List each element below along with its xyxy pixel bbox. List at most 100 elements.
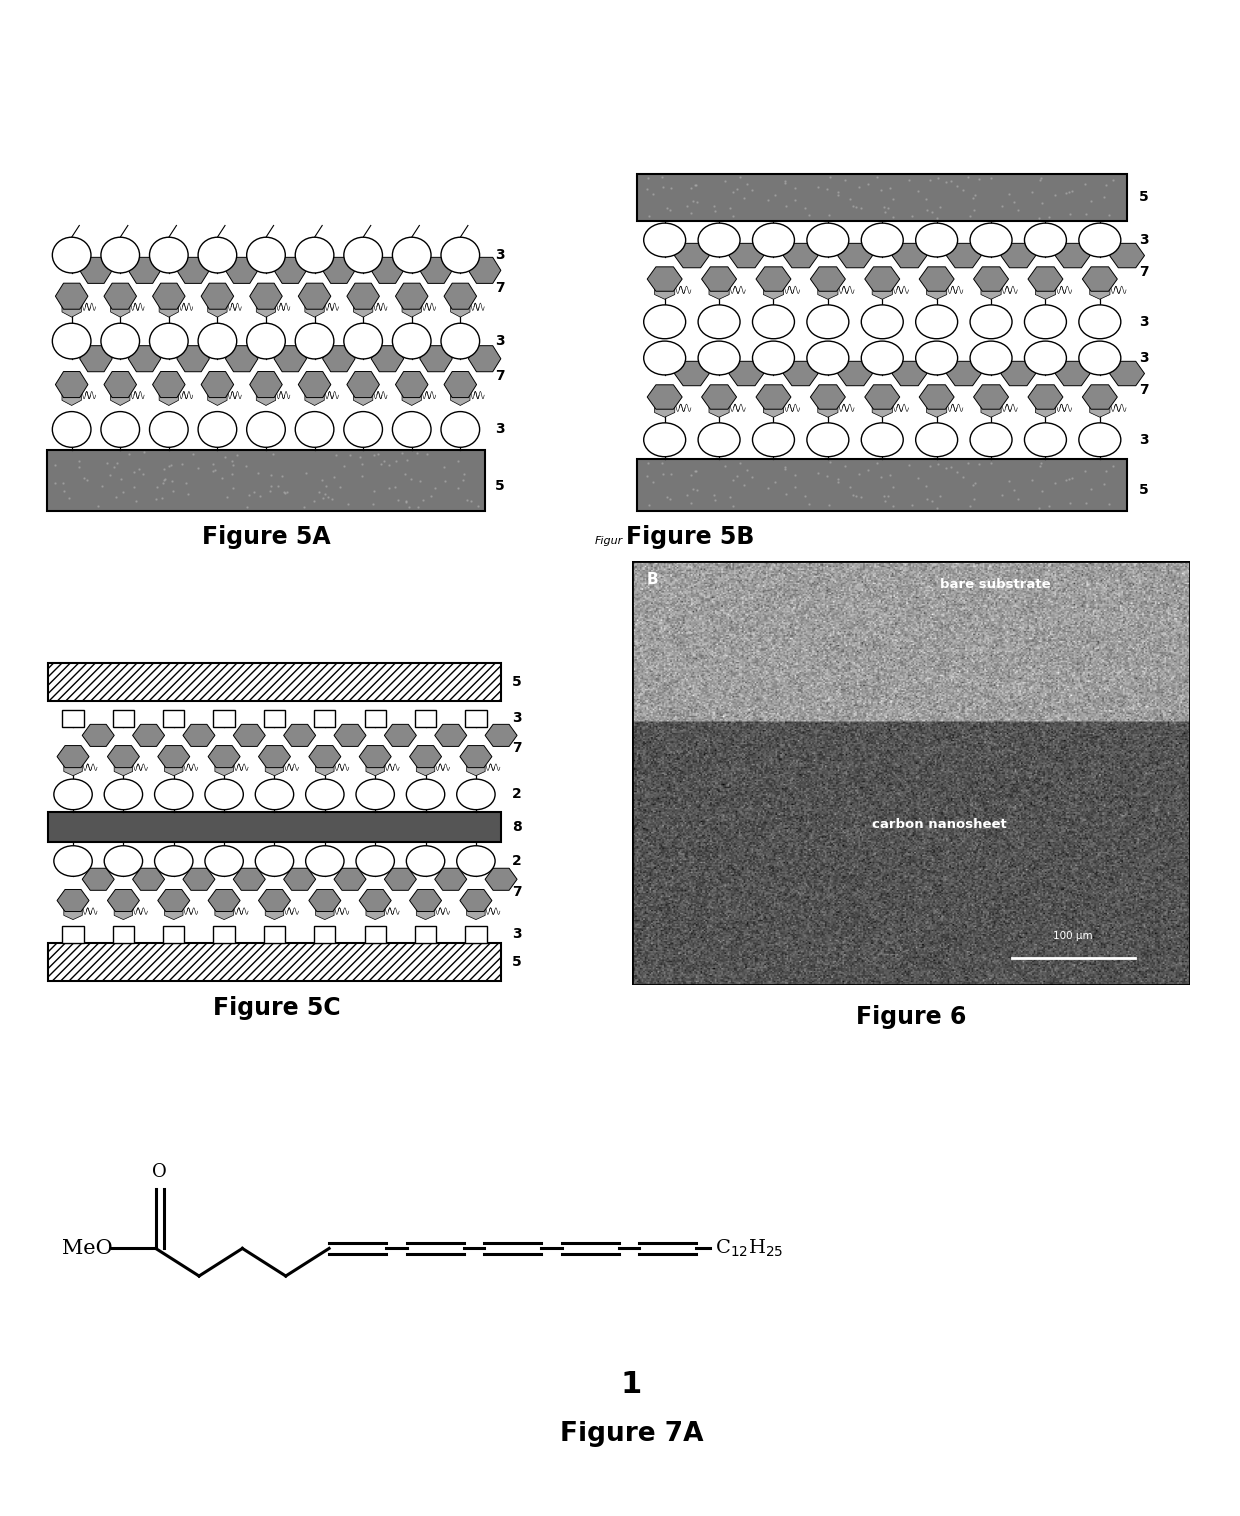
Point: [965, 183, 985, 208]
Polygon shape: [249, 371, 283, 397]
Circle shape: [753, 423, 795, 456]
Point: [684, 459, 704, 484]
Polygon shape: [63, 758, 82, 776]
Circle shape: [343, 411, 382, 447]
Polygon shape: [265, 758, 284, 776]
Point: [1102, 168, 1122, 193]
Text: 3: 3: [495, 423, 505, 437]
Point: [177, 482, 197, 506]
Point: [642, 470, 662, 494]
Circle shape: [1024, 305, 1066, 338]
Point: [883, 475, 903, 499]
Point: [639, 452, 658, 476]
Point: [657, 196, 677, 220]
Point: [363, 491, 383, 515]
Point: [396, 490, 415, 514]
Point: [325, 464, 345, 488]
Point: [223, 453, 243, 478]
Point: [161, 453, 181, 478]
Polygon shape: [249, 283, 283, 309]
Point: [820, 203, 839, 227]
Point: [843, 482, 863, 506]
Circle shape: [970, 305, 1012, 338]
Circle shape: [392, 236, 432, 273]
Text: O: O: [153, 1163, 167, 1181]
Point: [962, 473, 982, 497]
Point: [1033, 479, 1053, 503]
Circle shape: [456, 846, 495, 876]
Point: [982, 165, 1002, 190]
Point: [640, 493, 660, 517]
Point: [368, 443, 388, 467]
Polygon shape: [764, 280, 784, 299]
Point: [238, 484, 258, 508]
Point: [1075, 458, 1095, 482]
Point: [454, 462, 474, 487]
Point: [836, 168, 856, 193]
Polygon shape: [872, 399, 893, 417]
Polygon shape: [466, 902, 485, 920]
Point: [262, 464, 281, 488]
Polygon shape: [257, 385, 275, 405]
Polygon shape: [226, 346, 258, 371]
Point: [112, 467, 131, 491]
Point: [965, 487, 985, 511]
Point: [119, 443, 139, 467]
Polygon shape: [257, 297, 275, 317]
Point: [107, 450, 126, 475]
Text: 2: 2: [512, 854, 522, 869]
Point: [960, 494, 980, 518]
Point: [335, 453, 355, 478]
Circle shape: [52, 236, 91, 273]
Bar: [465, 709, 486, 726]
Point: [374, 449, 394, 473]
Circle shape: [1024, 223, 1066, 256]
Point: [188, 456, 208, 481]
Point: [1032, 452, 1052, 476]
Bar: [465, 926, 486, 943]
Polygon shape: [729, 244, 764, 268]
Polygon shape: [159, 385, 179, 405]
Text: C$_{12}$H$_{25}$: C$_{12}$H$_{25}$: [714, 1237, 784, 1260]
Polygon shape: [274, 258, 306, 283]
Bar: [365, 709, 386, 726]
Point: [205, 458, 224, 482]
Point: [69, 455, 89, 479]
Point: [453, 468, 472, 493]
Polygon shape: [233, 869, 265, 890]
Circle shape: [198, 323, 237, 359]
Point: [399, 496, 419, 520]
Point: [326, 443, 346, 467]
Point: [215, 444, 234, 468]
Point: [775, 455, 795, 479]
Point: [841, 186, 861, 211]
Point: [371, 452, 391, 476]
Point: [296, 461, 316, 485]
Polygon shape: [817, 399, 838, 417]
Text: 3: 3: [495, 249, 505, 262]
Point: [129, 458, 149, 482]
Point: [263, 441, 283, 465]
Point: [765, 182, 785, 206]
Polygon shape: [208, 385, 227, 405]
Point: [396, 490, 415, 514]
Point: [875, 200, 895, 224]
Text: 7: 7: [1138, 265, 1148, 279]
Point: [847, 196, 867, 220]
Point: [899, 168, 919, 193]
Circle shape: [100, 236, 140, 273]
Polygon shape: [284, 869, 316, 890]
Polygon shape: [817, 280, 838, 299]
Point: [737, 458, 756, 482]
Point: [926, 206, 946, 230]
Polygon shape: [1028, 385, 1063, 409]
Polygon shape: [208, 890, 241, 911]
Point: [1096, 173, 1116, 197]
Bar: [637, 459, 1127, 511]
Polygon shape: [104, 371, 136, 397]
Text: 7: 7: [495, 280, 505, 296]
Polygon shape: [353, 385, 373, 405]
Polygon shape: [153, 283, 185, 309]
Point: [92, 473, 112, 497]
Point: [249, 484, 269, 508]
